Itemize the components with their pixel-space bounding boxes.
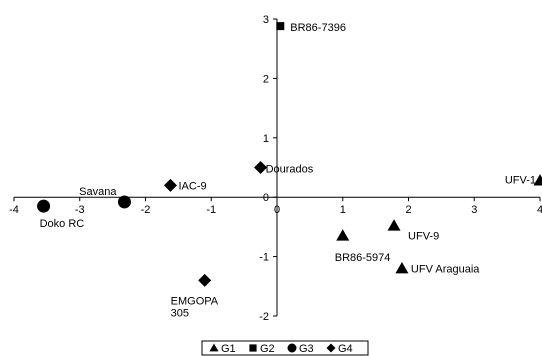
point-label: Doko RC: [40, 218, 85, 230]
point-label: EMGOPA 305: [171, 295, 219, 319]
x-tick-label: -1: [206, 204, 216, 216]
data-point: [395, 261, 409, 274]
legend-label: G3: [299, 343, 314, 355]
legend-marker: [287, 343, 297, 353]
x-tick-label: 0: [274, 204, 280, 216]
x-tick-label: -4: [9, 204, 19, 216]
point-label: Savana: [79, 186, 117, 198]
legend-box: [201, 340, 369, 356]
data-point: [276, 22, 285, 31]
point-label: BR86-7396: [290, 22, 346, 34]
data-point: [198, 273, 212, 287]
data-point: [533, 174, 542, 186]
legend-marker: [326, 343, 336, 353]
point-label: BR86-5974: [335, 252, 391, 264]
x-tick-label: 3: [471, 204, 477, 216]
data-point: [336, 229, 350, 241]
x-tick-label: 4: [537, 204, 542, 216]
legend-marker: [209, 343, 219, 352]
y-tick-label: 0: [263, 192, 269, 204]
axis-ticks: -4 -3 -2 -1 0 1 2 3 4 -2 -1 0 1 2 3: [9, 14, 542, 323]
point-label: UFV-9: [408, 231, 439, 243]
x-tick-label: -2: [141, 204, 151, 216]
y-tick-label: -2: [259, 311, 269, 323]
data-point: [117, 195, 131, 209]
legend-marker: [249, 344, 257, 352]
data-point: [254, 161, 268, 174]
point-label: Dourados: [266, 164, 314, 176]
y-tick-label: -1: [259, 252, 269, 264]
y-tick-label: 3: [263, 14, 269, 26]
data-point: [387, 219, 401, 231]
x-tick-label: 1: [340, 204, 346, 216]
x-tick-label: 2: [405, 204, 411, 216]
legend-label: G4: [338, 343, 353, 355]
data-point: [37, 199, 51, 213]
legend-label: G2: [260, 343, 275, 355]
y-tick-label: 1: [263, 133, 269, 145]
x-tick-label: -3: [75, 204, 85, 216]
y-tick-label: 2: [263, 73, 269, 85]
data-points: BR86-7396 Dourados IAC-9 Savana Doko RC EMGOP…: [37, 22, 542, 319]
data-point: [163, 178, 177, 192]
point-label: IAC-9: [178, 180, 206, 192]
legend: G1 G2 G3 G4: [201, 340, 369, 356]
point-label: UFV-1: [505, 175, 536, 187]
legend-label: G1: [221, 343, 236, 355]
point-label: UFV Araguaia: [411, 263, 480, 275]
